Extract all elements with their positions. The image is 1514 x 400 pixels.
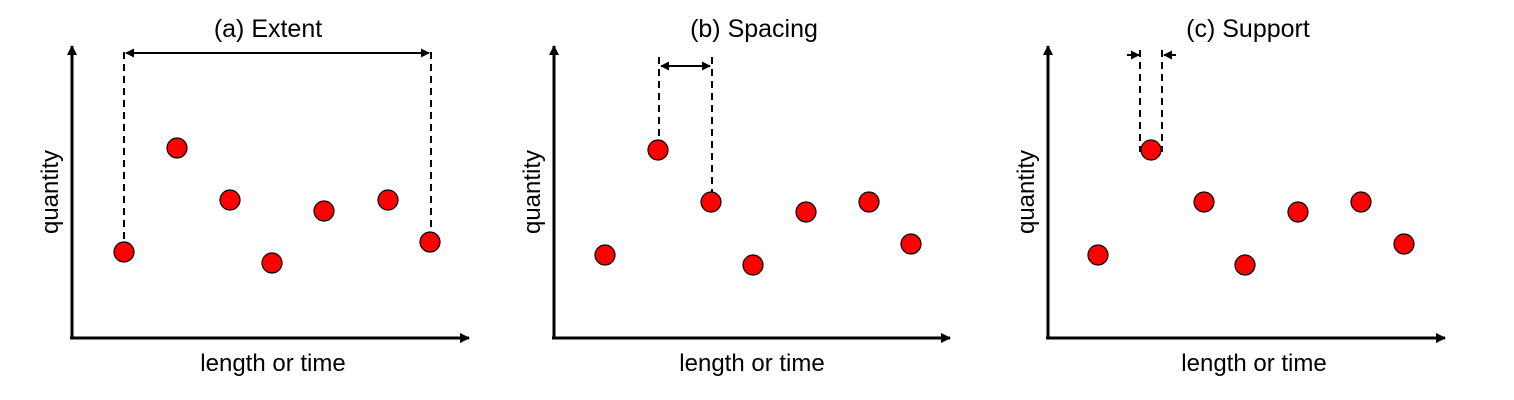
y-axis-label: quantity bbox=[519, 150, 546, 234]
x-axis-label: length or time bbox=[1181, 350, 1326, 377]
panel-title: (b) Spacing bbox=[690, 15, 818, 43]
panel-extent: (a) Extent quantity length or time bbox=[37, 15, 470, 377]
data-point bbox=[795, 201, 817, 223]
data-point bbox=[377, 189, 399, 211]
data-point bbox=[594, 244, 616, 266]
data-point bbox=[1234, 254, 1256, 276]
data-point bbox=[1350, 191, 1372, 213]
data-point bbox=[313, 200, 335, 222]
data-point bbox=[219, 189, 241, 211]
data-point bbox=[1087, 244, 1109, 266]
data-point bbox=[647, 139, 669, 161]
panel-title: (c) Support bbox=[1186, 15, 1310, 43]
panel-title: (a) Extent bbox=[214, 15, 322, 43]
data-point bbox=[419, 231, 441, 253]
data-point bbox=[1193, 191, 1215, 213]
data-point bbox=[700, 191, 722, 213]
y-axis-label: quantity bbox=[1013, 150, 1040, 234]
y-axis-label: quantity bbox=[37, 150, 64, 234]
data-point bbox=[1140, 139, 1162, 161]
data-point bbox=[1287, 201, 1309, 223]
data-point bbox=[113, 241, 135, 263]
data-point bbox=[261, 252, 283, 274]
x-axis-label: length or time bbox=[679, 350, 824, 377]
data-point bbox=[166, 137, 188, 159]
data-point bbox=[900, 233, 922, 255]
data-point bbox=[858, 191, 880, 213]
data-point bbox=[1393, 233, 1415, 255]
panel-spacing: (b) Spacing quantity length or time bbox=[519, 15, 951, 377]
panel-support: (c) Support quantity length or time bbox=[1013, 15, 1446, 377]
data-point bbox=[742, 254, 764, 276]
x-axis-label: length or time bbox=[200, 350, 345, 377]
